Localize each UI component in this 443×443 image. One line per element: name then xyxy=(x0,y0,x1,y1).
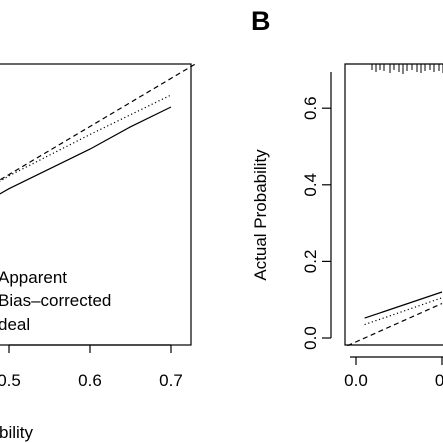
panel-b-x-axis: 0.0 0. xyxy=(344,356,443,390)
panel-b-y-axis: 0.0 0.2 0.4 0.6 xyxy=(301,72,332,350)
panel-b-y-tick-label: 0.6 xyxy=(301,96,320,120)
panel-b-y-tick-label: 0.2 xyxy=(301,250,320,274)
panel-a-x-tick-label: 0.6 xyxy=(78,371,102,390)
panel-b-series-solid xyxy=(364,291,443,319)
panel-a-series-bias-corrected xyxy=(0,94,172,183)
panel-a-x-axis-title: bility xyxy=(0,423,34,442)
panel-a-x-tick-label: 0.7 xyxy=(159,371,183,390)
panel-b-rug xyxy=(371,64,443,74)
panel-b-y-tick-label: 0.4 xyxy=(301,173,320,197)
panel-a-legend: Apparent Bias–corrected deal xyxy=(0,268,111,334)
panel-a-series-apparent xyxy=(0,106,172,195)
panel-b-label: B xyxy=(251,6,271,36)
panel-b-x-tick-label: 0. xyxy=(435,371,443,390)
legend-entry-bias-corrected: Bias–corrected xyxy=(0,291,111,310)
panel-b: B 0.0 0.2 0.4 0.6 0.0 0. Actual Probability xyxy=(251,6,443,390)
panel-a-x-tick-label: 0.5 xyxy=(0,371,21,390)
panel-b-series-layer xyxy=(347,291,443,347)
panel-a: 0.5 0.6 0.7 Apparent Bias–corrected deal b… xyxy=(0,63,196,442)
panel-b-series-dashed xyxy=(347,302,443,347)
panel-b-plot-frame xyxy=(344,63,443,346)
legend-entry-ideal: deal xyxy=(0,315,30,334)
panel-b-x-tick-label: 0.0 xyxy=(344,371,368,390)
panel-a-series-ideal xyxy=(0,63,196,181)
legend-entry-apparent: Apparent xyxy=(0,268,67,287)
panel-a-x-axis: 0.5 0.6 0.7 xyxy=(0,344,183,390)
panel-b-y-axis-title: Actual Probability xyxy=(251,149,270,281)
panel-b-y-tick-label: 0.0 xyxy=(301,326,320,350)
panel-a-series-layer xyxy=(0,63,196,195)
